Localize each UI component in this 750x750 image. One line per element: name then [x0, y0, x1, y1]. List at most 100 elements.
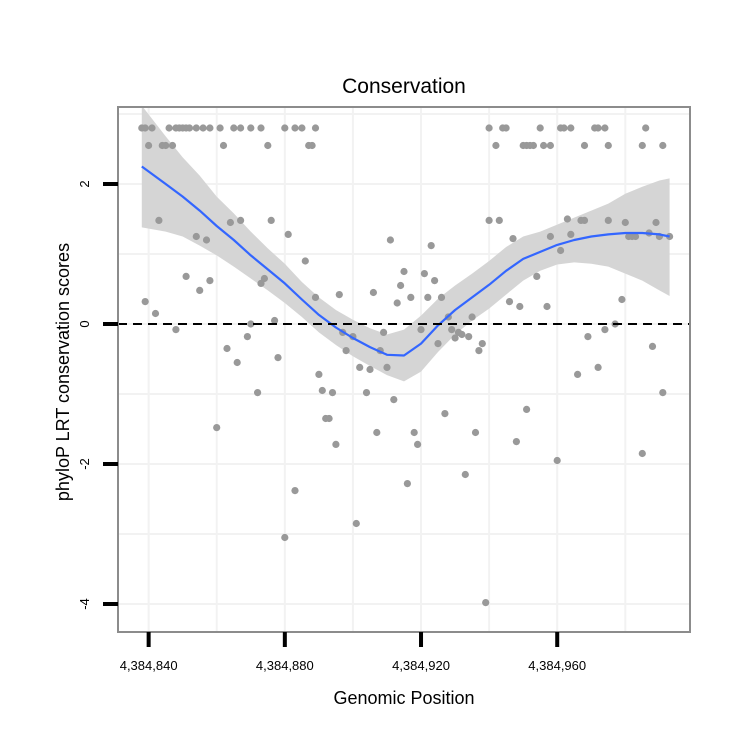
- data-point: [162, 141, 170, 150]
- data-point: [580, 216, 589, 224]
- data-point: [151, 309, 160, 318]
- data-point: [366, 365, 374, 374]
- data-point: [148, 124, 156, 132]
- y-tick-label: 2: [77, 180, 92, 187]
- data-point: [192, 232, 200, 241]
- data-point: [185, 124, 194, 132]
- data-point: [315, 370, 323, 378]
- data-point: [397, 281, 405, 290]
- data-point: [237, 216, 245, 224]
- data-point: [509, 235, 517, 243]
- data-point: [523, 405, 531, 413]
- data-point: [182, 272, 190, 280]
- data-point: [362, 389, 371, 397]
- data-point: [659, 389, 667, 397]
- data-point: [448, 326, 456, 334]
- data-point: [247, 320, 255, 328]
- data-point: [431, 277, 439, 285]
- data-point: [308, 141, 316, 150]
- data-point: [512, 438, 521, 446]
- data-point: [642, 124, 650, 132]
- data-point: [546, 232, 555, 241]
- data-point: [233, 358, 241, 367]
- data-point: [400, 267, 408, 276]
- data-point: [380, 328, 388, 336]
- data-point: [383, 363, 391, 371]
- data-point: [546, 141, 555, 150]
- data-point: [390, 396, 398, 404]
- data-point: [216, 124, 224, 132]
- data-point: [226, 218, 234, 227]
- data-point: [168, 141, 177, 150]
- x-tick-label: 4,384,840: [120, 658, 178, 673]
- x-tick-label: 4,384,960: [528, 658, 586, 673]
- data-point: [659, 141, 667, 150]
- data-point: [237, 124, 245, 132]
- data-point: [410, 428, 418, 437]
- data-point: [199, 124, 207, 132]
- data-point: [311, 293, 320, 301]
- x-axis-ticks: 4,384,840 4,384,880 4,384,920 4,384,960: [120, 632, 586, 673]
- data-point: [141, 298, 149, 306]
- data-point: [145, 141, 153, 150]
- data-point: [281, 533, 289, 542]
- data-point: [196, 286, 204, 294]
- data-point: [652, 218, 660, 227]
- data-point: [356, 363, 364, 371]
- data-point: [318, 386, 326, 395]
- data-point: [601, 326, 609, 334]
- data-point: [155, 216, 163, 224]
- data-point: [574, 370, 582, 378]
- data-point: [165, 124, 173, 132]
- data-point: [243, 333, 251, 341]
- data-point: [352, 519, 360, 528]
- data-point: [420, 270, 428, 278]
- data-point: [478, 340, 486, 348]
- data-point: [604, 216, 612, 224]
- data-point: [502, 124, 510, 132]
- data-point: [584, 333, 592, 341]
- data-point: [417, 326, 425, 334]
- data-point: [471, 428, 480, 437]
- data-point: [206, 124, 214, 132]
- data-point: [202, 236, 211, 244]
- x-tick-label: 4,384,920: [392, 658, 450, 673]
- data-point: [281, 124, 289, 132]
- data-point: [335, 291, 343, 299]
- data-point: [271, 316, 279, 325]
- data-point: [638, 449, 646, 458]
- data-point: [492, 141, 500, 150]
- data-point: [301, 257, 309, 265]
- x-tick-label: 4,384,880: [256, 658, 314, 673]
- y-tick-label: -4: [77, 598, 92, 610]
- data-point: [601, 124, 609, 132]
- data-point: [461, 470, 469, 479]
- data-point: [543, 302, 551, 311]
- data-point: [427, 242, 435, 250]
- data-point: [267, 216, 275, 224]
- data-point: [373, 428, 381, 437]
- data-point: [441, 410, 449, 418]
- data-point: [560, 124, 568, 132]
- data-point: [141, 124, 149, 132]
- data-point: [393, 299, 401, 307]
- data-point: [563, 215, 572, 223]
- data-point: [553, 456, 561, 465]
- data-point: [529, 141, 538, 150]
- data-point: [468, 313, 476, 321]
- data-point: [475, 347, 483, 355]
- data-point: [536, 124, 544, 132]
- data-point: [648, 342, 657, 350]
- data-point: [230, 124, 238, 132]
- y-axis-ticks: -4 -2 0 2: [77, 180, 118, 610]
- panel-border: [117, 106, 691, 633]
- data-point: [618, 295, 626, 304]
- data-point: [533, 272, 541, 280]
- data-point: [247, 124, 255, 132]
- data-point: [332, 440, 340, 448]
- data-point: [540, 141, 548, 150]
- data-point: [485, 216, 493, 224]
- data-point: [403, 480, 411, 488]
- data-point: [264, 141, 272, 150]
- data-point: [465, 333, 473, 341]
